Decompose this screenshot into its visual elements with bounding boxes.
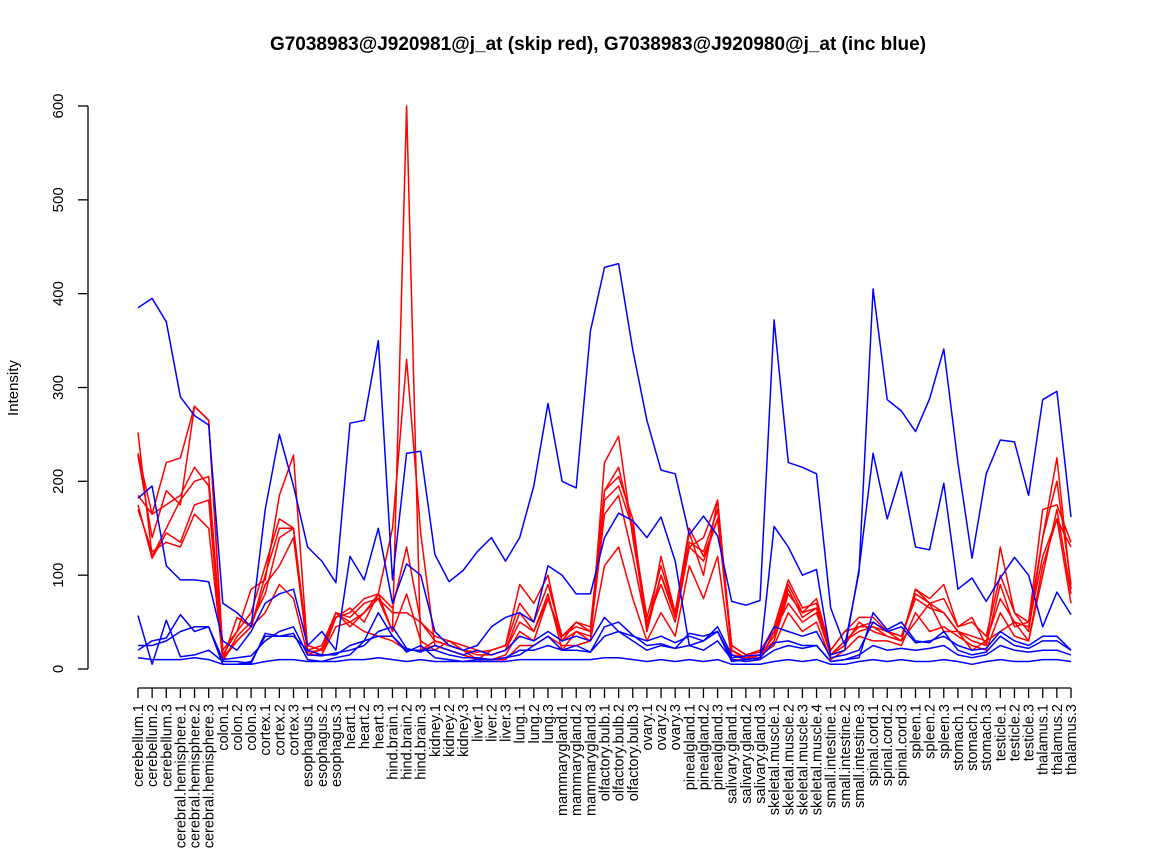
x-tick-label: spinal.cord.2 [880, 704, 896, 786]
y-axis: 0 100 200 300 400 500 600 [50, 93, 89, 673]
x-tick-label: hind.brain.3 [414, 704, 430, 780]
x-tick-label: small.intestine.2 [838, 704, 854, 808]
x-tick-label: hind.brain.2 [400, 704, 416, 780]
x-tick-label: thalamus.1 [1036, 704, 1052, 775]
y-tick-label: 600 [50, 93, 67, 118]
x-tick-label: skeletal.muscle.2 [781, 704, 797, 815]
x-tick-label: skeletal.muscle.3 [795, 704, 811, 815]
x-tick-label: heart.2 [357, 704, 373, 749]
y-tick-label: 400 [50, 281, 67, 306]
x-tick-label: liver.2 [484, 704, 500, 742]
x-tick-label: cortex.2 [272, 704, 288, 756]
x-tick-label: stomach.3 [979, 704, 995, 771]
x-tick-label: lung.2 [527, 704, 543, 744]
x-tick-label: cerebral.hemisphere.1 [173, 704, 189, 848]
x-tick-label: colon.1 [216, 704, 232, 751]
x-tick-label: salivary.gland.3 [753, 704, 769, 804]
series-line-inc [137, 656, 1072, 666]
series-line-skip [137, 358, 1072, 661]
x-tick-label: pinealgland.2 [696, 704, 712, 790]
x-tick-label: hind.brain.1 [385, 704, 401, 780]
x-axis: cerebellum.1cerebellum.2cerebellum.3cere… [131, 687, 1080, 848]
y-tick-label: 200 [50, 469, 67, 494]
series-line-inc [138, 626, 1072, 666]
x-tick-label: cortex.3 [287, 704, 303, 756]
x-tick-label: testicle.1 [993, 704, 1009, 761]
series-line-skip [137, 509, 1072, 661]
y-tick-label: 0 [50, 665, 67, 673]
series-group [137, 105, 1072, 666]
x-tick-label: small.intestine.1 [824, 704, 840, 808]
x-tick-label: ovary.1 [640, 704, 656, 750]
x-tick-label: spleen.2 [923, 704, 939, 759]
x-tick-label: spinal.cord.3 [894, 704, 910, 786]
x-tick-label: salivary.gland.2 [739, 704, 755, 804]
x-tick-label: mammarygland.3 [583, 704, 599, 816]
series-line-skip [137, 405, 1072, 656]
x-tick-label: lung.1 [513, 704, 529, 744]
x-tick-label: small.intestine.3 [852, 704, 868, 808]
x-tick-label: cerebellum.1 [131, 704, 147, 787]
x-tick-label: mammarygland.2 [569, 704, 585, 816]
x-tick-label: spinal.cord.1 [866, 704, 882, 786]
series-line-skip [137, 466, 1072, 659]
x-tick-label: ovary.3 [668, 704, 684, 750]
x-tick-label: salivary.gland.1 [725, 704, 741, 804]
x-tick-label: testicle.2 [1007, 704, 1023, 761]
x-tick-label: skeletal.muscle.1 [767, 704, 783, 815]
series-line-inc [137, 262, 1072, 647]
x-tick-label: spleen.1 [909, 704, 925, 759]
chart-title: G7038983@J920981@j_at (skip red), G70389… [270, 34, 926, 55]
x-tick-label: stomach.1 [951, 704, 967, 771]
x-tick-label: stomach.2 [965, 704, 981, 771]
x-tick-label: heart.1 [343, 704, 359, 749]
x-tick-label: spleen.3 [937, 704, 953, 759]
x-tick-label: colon.3 [244, 704, 260, 751]
x-tick-label: thalamus.2 [1050, 704, 1066, 775]
x-tick-label: esophagus.3 [329, 704, 345, 787]
x-tick-label: cerebellum.2 [145, 704, 161, 787]
x-tick-label: pinealgland.1 [682, 704, 698, 790]
x-tick-label: colon.2 [230, 704, 246, 751]
y-tick-label: 300 [50, 375, 67, 400]
x-tick-label: olfactory.bulb.1 [598, 704, 614, 801]
x-tick-label: esophagus.2 [315, 704, 331, 787]
x-tick-label: pinealgland.3 [711, 704, 727, 790]
x-tick-label: kidney.1 [428, 704, 444, 757]
y-tick-label: 100 [50, 563, 67, 588]
x-tick-label: olfactory.bulb.3 [626, 704, 642, 801]
x-tick-label: ovary.2 [654, 704, 670, 750]
x-tick-label: heart.3 [371, 704, 387, 749]
x-tick-label: liver.1 [470, 704, 486, 742]
x-tick-label: olfactory.bulb.2 [612, 704, 628, 801]
x-tick-label: lung.3 [541, 704, 557, 744]
x-tick-label: cerebellum.3 [159, 704, 175, 787]
x-tick-label: kidney.2 [442, 704, 458, 757]
y-tick-label: 500 [50, 187, 67, 212]
x-tick-label: cerebral.hemisphere.2 [188, 704, 204, 848]
x-tick-label: skeletal.muscle.4 [810, 704, 826, 815]
x-tick-label: esophagus.1 [301, 704, 317, 787]
x-tick-label: thalamus.3 [1064, 704, 1080, 775]
x-tick-label: testicle.3 [1022, 704, 1038, 761]
series-line-skip [137, 105, 1072, 661]
x-tick-label: mammarygland.1 [555, 704, 571, 816]
x-tick-label: kidney.3 [456, 704, 472, 757]
x-tick-label: liver.3 [499, 704, 515, 742]
x-tick-label: cerebral.hemisphere.3 [202, 704, 218, 848]
x-tick-label: cortex.1 [258, 704, 274, 756]
series-line-inc [137, 613, 1072, 661]
series-line-inc [137, 452, 1072, 661]
y-axis-label: Intensity [5, 360, 22, 416]
series-line-inc [137, 611, 1072, 666]
